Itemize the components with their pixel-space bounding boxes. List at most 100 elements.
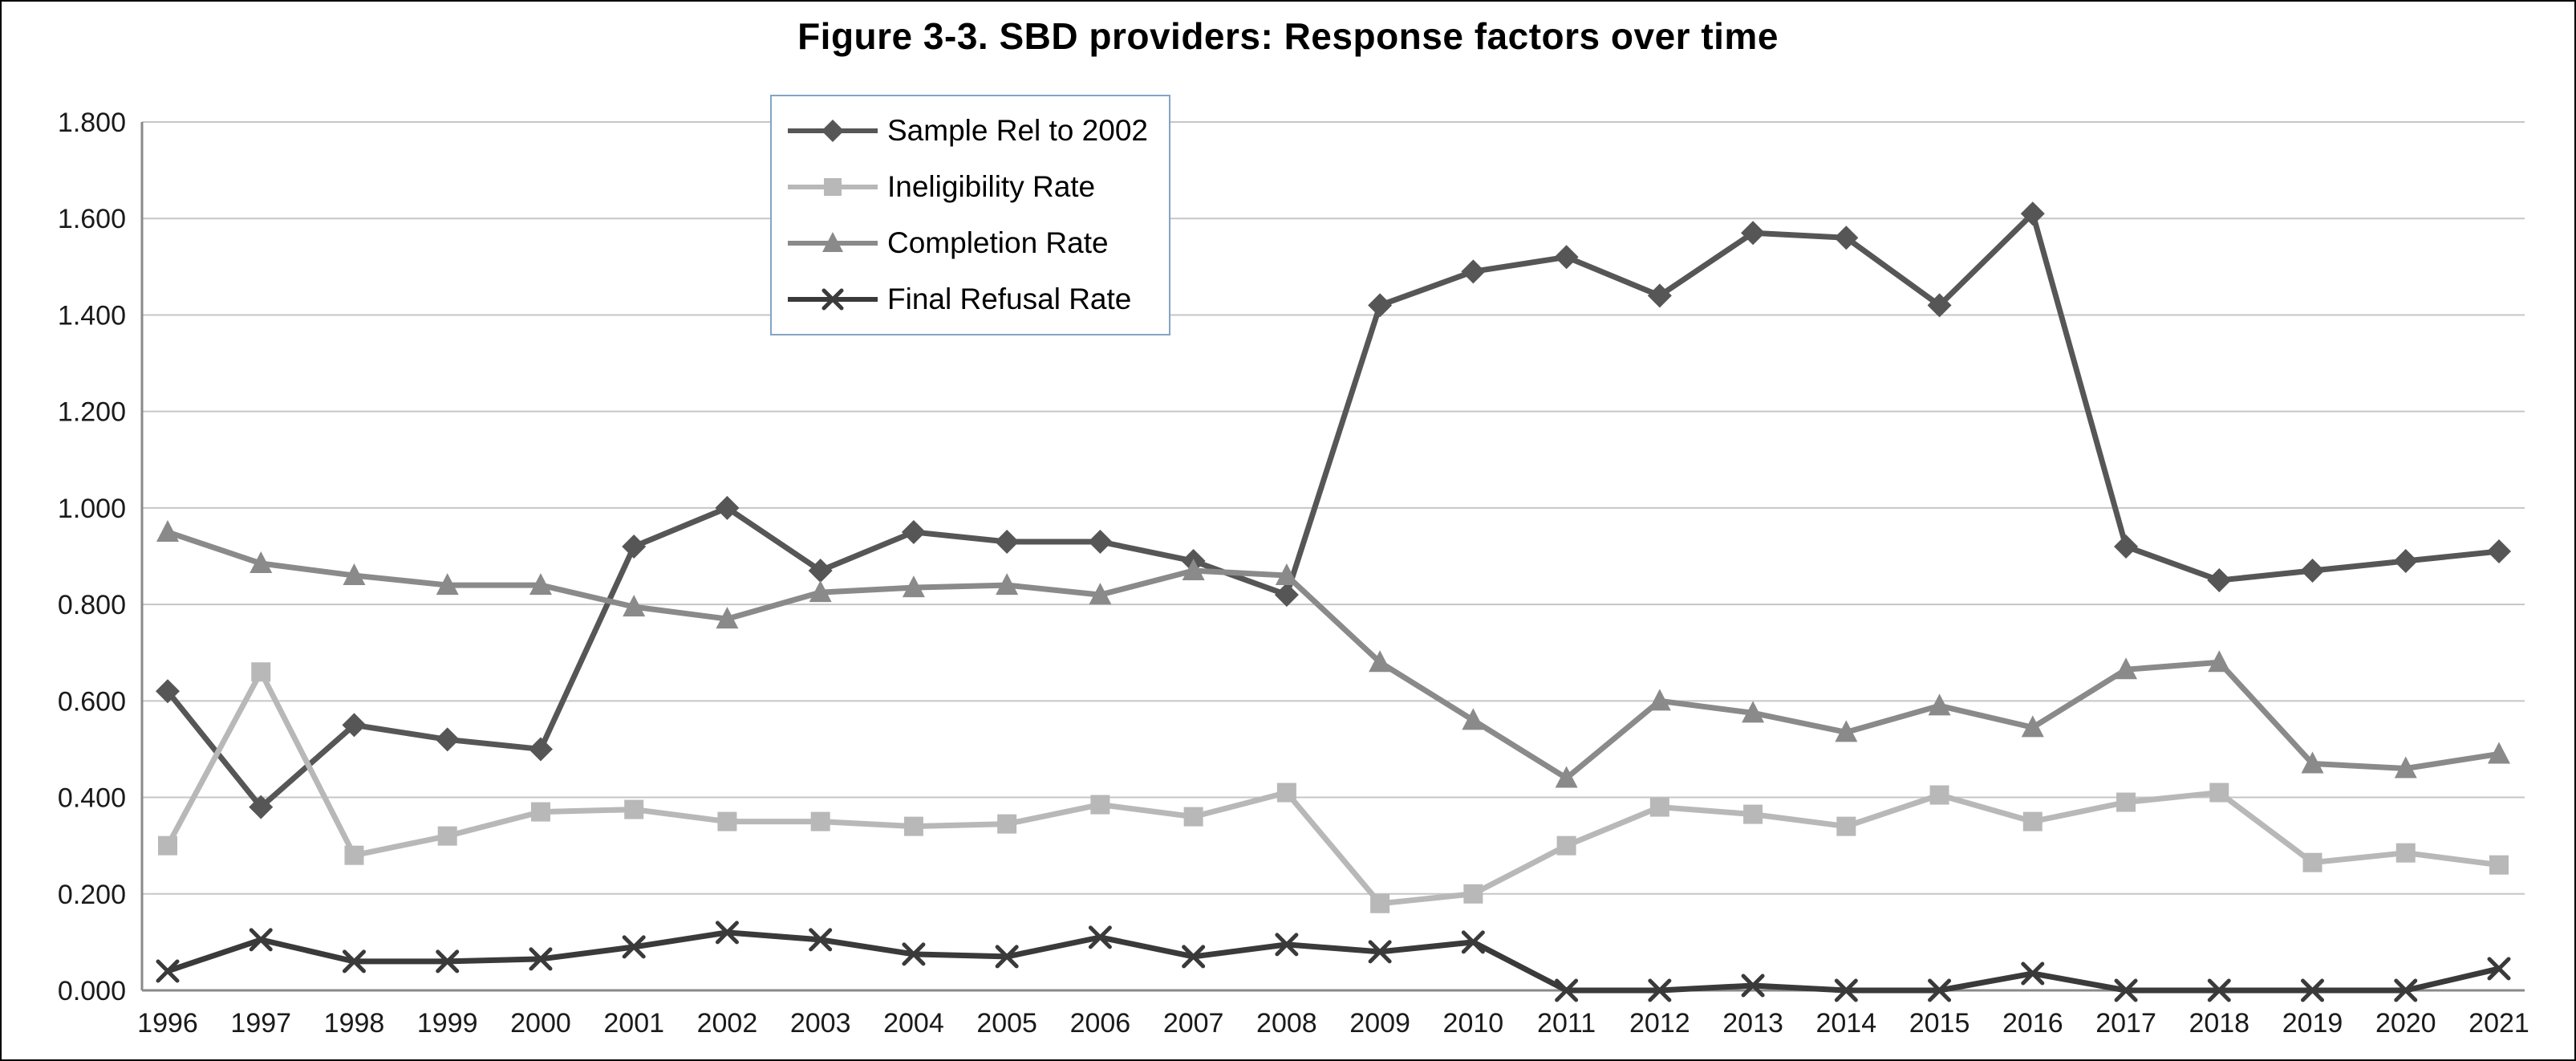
diamond-marker <box>2487 539 2511 563</box>
square-marker <box>2489 855 2509 875</box>
triangle-marker <box>529 573 552 596</box>
legend-label: Final Refusal Rate <box>887 283 1132 315</box>
x-marker <box>1461 930 1485 954</box>
triangle-marker <box>249 551 273 574</box>
diamond-marker <box>1554 245 1579 270</box>
triangle-marker <box>1648 689 1671 711</box>
x-marker <box>2021 961 2045 986</box>
triangle-marker <box>1275 563 1298 586</box>
legend-marker-square <box>788 178 878 196</box>
series-line-square <box>164 669 2502 907</box>
diamond-marker <box>342 713 367 738</box>
x-tick-label: 2017 <box>2095 1008 2156 1039</box>
x-marker <box>2114 978 2138 1002</box>
y-tick-label: 1.800 <box>58 108 126 138</box>
legend-item: Ineligibility Rate <box>785 159 1148 215</box>
square-marker <box>437 826 457 846</box>
x-tick-label: 2020 <box>2375 1008 2436 1039</box>
y-tick-label: 1.400 <box>58 300 126 331</box>
diamond-marker <box>2207 568 2232 593</box>
diamond-marker <box>2393 549 2418 574</box>
triangle-marker <box>1182 559 1205 581</box>
x-tick-label: 2019 <box>2282 1008 2343 1039</box>
diamond-marker <box>901 519 926 544</box>
x-tick-label: 2004 <box>883 1008 944 1039</box>
square-marker <box>2116 792 2136 812</box>
triangle-marker <box>996 573 1019 596</box>
square-marker <box>158 835 177 856</box>
triangle-marker <box>2208 650 2231 673</box>
x-tick-label: 2008 <box>1256 1008 1317 1039</box>
diamond-marker <box>1927 293 1952 318</box>
triangle-marker <box>2021 715 2044 738</box>
diamond-marker <box>1834 226 1859 250</box>
y-tick-label: 0.600 <box>58 686 126 717</box>
x-marker <box>715 921 739 945</box>
x-tick-label: 2005 <box>976 1008 1037 1039</box>
y-tick-label: 1.000 <box>58 494 126 524</box>
legend-item: Final Refusal Rate <box>785 271 1148 327</box>
legend: Sample Rel to 2002 Ineligibility Rate Comp… <box>770 95 1170 335</box>
diamond-marker <box>1368 293 1393 318</box>
legend-label: Ineligibility Rate <box>887 170 1096 203</box>
triangle-marker <box>822 232 843 252</box>
x-tick-label: 1997 <box>230 1008 291 1039</box>
triangle-marker <box>1835 720 1858 742</box>
diamond-marker <box>249 795 274 819</box>
diamond-marker <box>1647 283 1672 308</box>
legend-item: Sample Rel to 2002 <box>785 103 1148 159</box>
y-tick-label: 0.400 <box>58 783 126 814</box>
triangle-marker <box>1089 583 1112 605</box>
x-tick-label: 2021 <box>2468 1008 2529 1039</box>
triangle-marker <box>1928 693 1951 716</box>
square-marker <box>251 662 271 682</box>
x-tick-label: 1999 <box>417 1008 478 1039</box>
square-marker <box>624 799 644 819</box>
triangle-marker <box>2394 756 2417 778</box>
x-marker <box>1275 933 1299 957</box>
triangle-marker <box>2301 751 2324 774</box>
legend-item: Completion Rate <box>785 215 1148 271</box>
legend-marker-diamond <box>788 120 878 142</box>
x-marker <box>1741 974 1765 998</box>
y-tick-label: 0.800 <box>58 590 126 620</box>
x-tick-label: 2007 <box>1163 1008 1224 1039</box>
diamond-marker <box>821 120 844 142</box>
x-tick-label: 2003 <box>790 1008 851 1039</box>
square-marker <box>1463 884 1483 904</box>
square-marker <box>1370 893 1390 913</box>
diamond-marker <box>808 559 833 583</box>
x-marker <box>1555 978 1579 1002</box>
diamond-marker <box>622 534 647 559</box>
x-tick-label: 2014 <box>1815 1008 1876 1039</box>
x-marker <box>1182 945 1206 969</box>
diamond-marker <box>435 727 460 752</box>
x-marker <box>1368 940 1392 964</box>
series-line-triangle <box>164 529 2502 782</box>
square-marker <box>1929 785 1949 805</box>
series-line-diamond <box>164 210 2502 811</box>
x-tick-label: 2013 <box>1722 1008 1783 1039</box>
triangle-marker <box>1742 701 1765 723</box>
square-marker <box>1183 807 1203 827</box>
triangle-marker <box>156 519 179 542</box>
x-marker <box>2487 957 2511 981</box>
legend-marker-triangle <box>788 232 878 252</box>
square-marker <box>530 802 550 822</box>
diamond-marker <box>1088 529 1113 554</box>
x-tick-label: 2016 <box>2002 1008 2063 1039</box>
square-marker <box>1090 795 1110 815</box>
y-tick-label: 1.200 <box>58 397 126 428</box>
triangle-marker <box>809 580 832 603</box>
x-tick-label: 2010 <box>1443 1008 1504 1039</box>
triangle-marker <box>1462 708 1485 730</box>
square-marker <box>1743 804 1763 824</box>
x-tick-label: 2015 <box>1909 1008 1970 1039</box>
diamond-marker <box>2020 201 2045 226</box>
series-line-x <box>164 929 2502 994</box>
square-marker <box>2395 843 2416 863</box>
x-marker <box>529 947 553 971</box>
square-marker <box>2302 852 2322 872</box>
diamond-marker <box>2114 534 2139 559</box>
